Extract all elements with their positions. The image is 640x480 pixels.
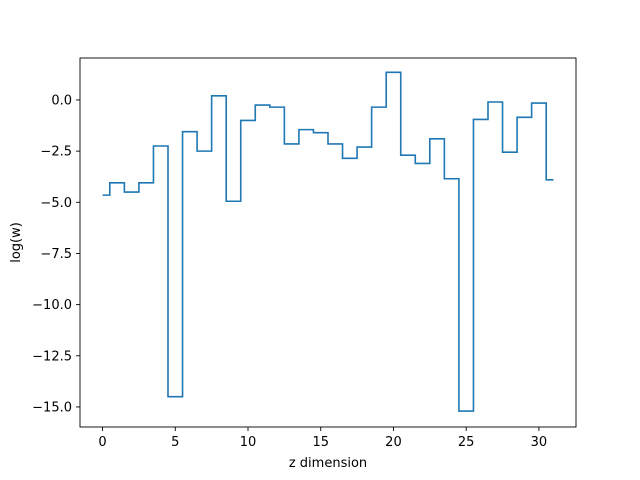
x-tick-label: 30 — [531, 435, 548, 450]
x-tick-label: 10 — [240, 435, 257, 450]
plot-frame — [79, 57, 577, 428]
x-tick-label: 25 — [458, 435, 475, 450]
y-axis-ticks: 0.0 −2.5 −5.0 −7.5 −10.0 −12.5 −15.0 — [32, 93, 80, 415]
y-axis-label: log(w) — [9, 222, 24, 263]
y-tick-label: −15.0 — [32, 400, 72, 415]
x-tick-label: 20 — [385, 435, 402, 450]
x-tick-label: 15 — [312, 435, 329, 450]
x-tick-label: 0 — [98, 435, 106, 450]
y-tick-label: −7.5 — [40, 247, 72, 262]
y-tick-label: −12.5 — [32, 349, 72, 364]
x-tick-label: 5 — [171, 435, 179, 450]
series-line — [102, 71, 554, 412]
y-tick-label: 0.0 — [51, 93, 72, 108]
y-tick-label: −5.0 — [40, 196, 72, 211]
x-axis-label: z dimension — [289, 456, 367, 471]
y-tick-label: −10.0 — [32, 298, 72, 313]
x-axis-ticks: 0 5 10 15 20 25 30 — [98, 427, 547, 450]
y-tick-label: −2.5 — [40, 145, 72, 160]
plot-area — [80, 58, 576, 427]
